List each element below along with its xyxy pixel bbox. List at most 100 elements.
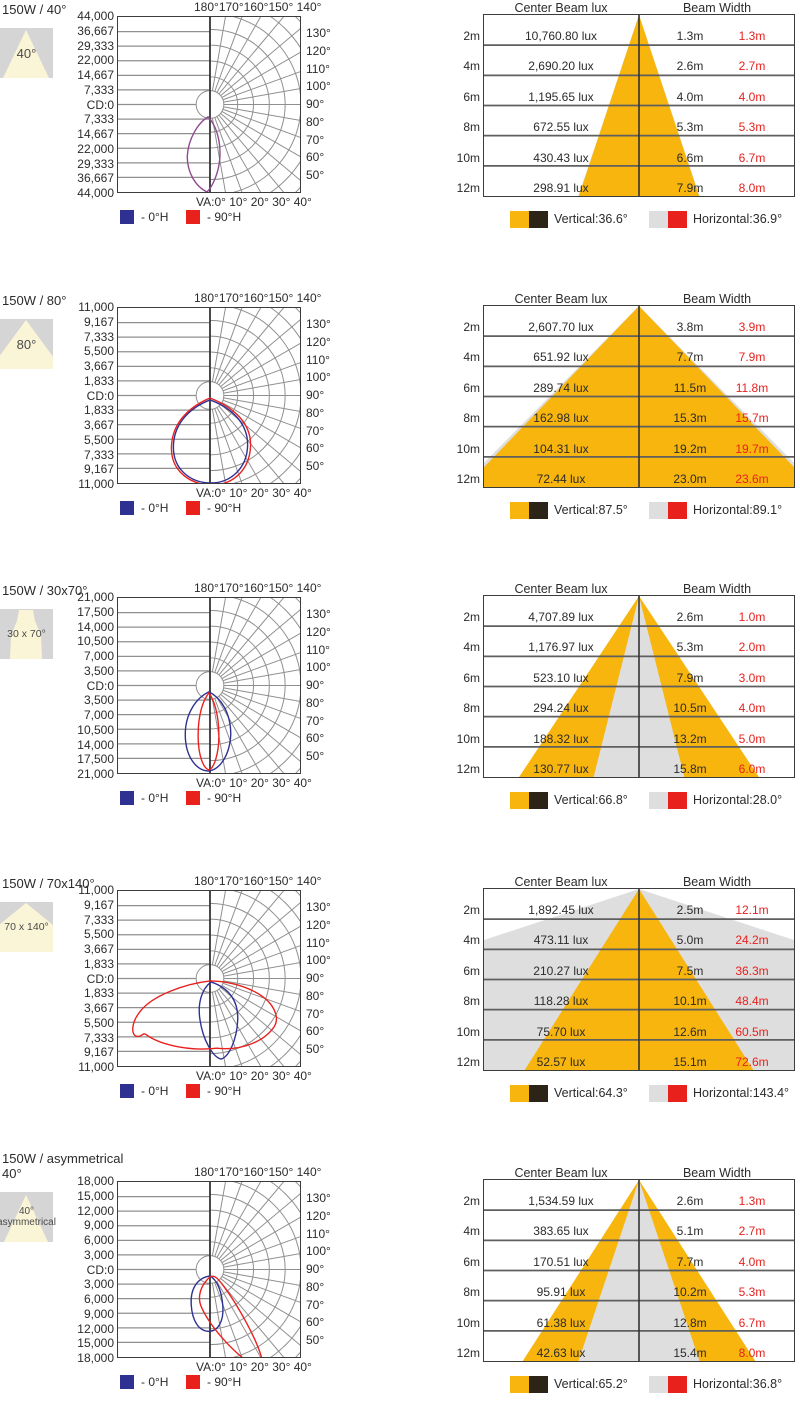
beam-width-horizontal-value: 8.0m <box>738 1346 766 1360</box>
cd-axis-label: 3,000 <box>83 1247 114 1262</box>
beam-width-horizontal-value: 12.1m <box>735 902 769 917</box>
cd-axis-label: 5,500 <box>83 432 114 447</box>
cd-axis-label: 22,000 <box>77 141 114 156</box>
cd-axis-label: 15,000 <box>77 1336 114 1351</box>
distance-label: 4m <box>463 350 480 364</box>
beam-angle-icon-label: 30 x 70° <box>7 627 46 640</box>
legend-90h-swatch <box>186 791 200 805</box>
beam-width-vertical-value: 23.0m <box>673 472 707 486</box>
center-beam-lux-header: Center Beam lux <box>514 582 608 596</box>
cd-axis-label: 12,000 <box>77 1203 114 1218</box>
polar-angle-label: 70° <box>306 713 325 728</box>
polar-angle-label: 60° <box>306 441 325 456</box>
beam-width-chart <box>483 305 795 488</box>
cd-axis-label: 10,500 <box>77 722 114 737</box>
cd-axis-label: 6,000 <box>83 1292 114 1306</box>
polar-top-angle-labels: 180°170°160°150° 140° <box>194 1165 322 1179</box>
beam-width-horizontal-value: 2.0m <box>738 640 766 654</box>
vertical-angle-legend: Vertical:66.8° <box>554 793 628 807</box>
cd-axis-label: 11,000 <box>78 1060 114 1074</box>
lux-value: 52.57 lux <box>536 1055 586 1069</box>
beam-40-asymmetrical-icon: 40° asymmetrical <box>0 1192 56 1242</box>
cd-axis-label: 14,667 <box>77 68 114 82</box>
beam-width-horizontal-value: 1.3m <box>738 1193 766 1208</box>
beam-width-vertical-value: 15.4m <box>673 1346 707 1360</box>
distance-label: 6m <box>463 89 480 104</box>
lux-value: 61.38 lux <box>536 1315 586 1330</box>
vertical-legend-yellow-swatch <box>510 1085 529 1102</box>
beam-width-horizontal-value: 15.7m <box>735 411 769 425</box>
beam-width-vertical-value: 7.9m <box>676 670 704 685</box>
vertical-angle-legend: Vertical:65.2° <box>554 1377 628 1391</box>
beam-width-horizontal-value: 2.7m <box>738 59 766 73</box>
beam-width-header: Beam Width <box>682 1166 752 1180</box>
polar-angle-label: 80° <box>306 405 325 420</box>
cd-axis-label: CD:0 <box>86 1262 114 1277</box>
beam-width-vertical-value: 12.8m <box>673 1315 707 1330</box>
legend-90h-swatch <box>186 210 200 224</box>
beam-40-icon: 40° <box>0 28 53 78</box>
lux-value: 1,892.45 lux <box>528 902 594 917</box>
beam-width-vertical-value: 15.3m <box>673 411 707 425</box>
horizontal-legend-gray-swatch <box>649 502 668 519</box>
beam-width-vertical-value: 7.5m <box>676 963 704 978</box>
legend-0h-label: - 0°H <box>141 1084 169 1098</box>
beam-width-vertical-value: 5.3m <box>676 120 704 134</box>
polar-angle-label: 70° <box>306 423 325 438</box>
beam-width-vertical-value: 3.8m <box>676 319 704 334</box>
cd-axis-label: 18,000 <box>77 1351 114 1365</box>
lux-value: 72.44 lux <box>536 472 586 486</box>
polar-angle-label: 130° <box>306 1191 331 1205</box>
polar-angle-label: 110° <box>306 1226 330 1241</box>
beam-width-header: Beam Width <box>682 1 752 15</box>
beam-width-vertical-value: 4.0m <box>676 89 704 104</box>
cd-axis-label: 21,000 <box>77 590 114 604</box>
vertical-legend-yellow-swatch <box>510 211 529 228</box>
distance-label: 4m <box>463 1224 480 1238</box>
distance-label: 10m <box>456 731 480 746</box>
vertical-legend-black-swatch <box>529 211 548 228</box>
polar-angle-label: 60° <box>306 1315 325 1330</box>
distance-label: 2m <box>463 902 480 917</box>
center-beam-lux-header: Center Beam lux <box>514 875 608 889</box>
horizontal-legend-red-swatch <box>668 1085 687 1102</box>
row-title: 150W / asymmetrical 40° <box>2 1151 124 1181</box>
beam-angle-icon-label: 80° <box>16 336 37 352</box>
center-beam-lux-header: Center Beam lux <box>514 1166 608 1180</box>
row-title: 150W / 70x140° <box>2 876 95 891</box>
cd-axis-label: 1,833 <box>83 986 114 1001</box>
horizontal-angle-legend: Horizontal:36.8° <box>693 1377 783 1391</box>
polar-va-labels: VA:0° 10° 20° 30° 40° <box>196 486 312 500</box>
polar-angle-label: 60° <box>306 731 325 746</box>
vertical-legend-black-swatch <box>529 1085 548 1102</box>
beam-width-chart <box>483 595 795 778</box>
polar-angle-label: 120° <box>306 624 331 639</box>
distance-label: 8m <box>463 701 480 715</box>
distance-label: 10m <box>456 1315 480 1330</box>
horizontal-legend-red-swatch <box>668 211 687 228</box>
distance-label: 2m <box>463 609 480 624</box>
cd-axis-label: 9,167 <box>83 897 114 912</box>
horizontal-angle-legend: Horizontal:89.1° <box>693 503 783 517</box>
beam-width-vertical-value: 2.5m <box>676 902 704 917</box>
cd-axis-label: 9,167 <box>83 314 114 329</box>
legend-90h-label: - 90°H <box>207 501 242 515</box>
polar-angle-label: 120° <box>306 1208 331 1223</box>
beam-width-vertical-value: 13.2m <box>673 731 707 746</box>
horizontal-angle-legend: Horizontal:143.4° <box>693 1086 790 1100</box>
lux-value: 118.28 lux <box>533 994 589 1008</box>
cd-axis-label: 1,833 <box>83 403 114 418</box>
beam-width-vertical-value: 10.2m <box>673 1285 707 1299</box>
cd-axis-label: 14,667 <box>77 127 114 141</box>
cd-axis-label: 9,167 <box>83 462 114 477</box>
horizontal-angle-legend: Horizontal:36.9° <box>693 212 783 226</box>
beam-width-chart <box>483 1179 795 1362</box>
cd-axis-label: 9,000 <box>83 1218 114 1233</box>
polar-angle-label: 130° <box>306 317 331 331</box>
cd-axis-label: CD:0 <box>86 388 114 403</box>
distance-label: 2m <box>463 319 480 334</box>
cd-axis-label: 3,500 <box>83 663 114 678</box>
distance-label: 6m <box>463 1254 480 1269</box>
distance-label: 6m <box>463 963 480 978</box>
